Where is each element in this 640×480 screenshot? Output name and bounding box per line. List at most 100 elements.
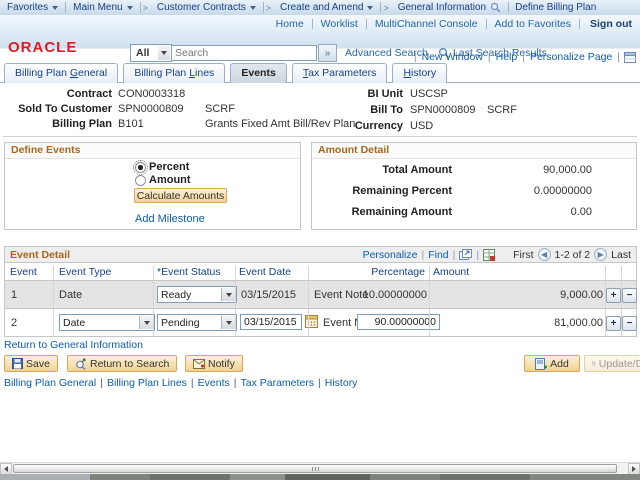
bottom-link-events[interactable]: Events bbox=[197, 377, 230, 389]
percentage-input[interactable] bbox=[357, 314, 440, 330]
percentage-value: 10.00000000 bbox=[362, 289, 427, 301]
last-search-results-label: Last Search Results bbox=[452, 47, 547, 59]
sign-out-link[interactable]: Sign out bbox=[590, 18, 632, 30]
advanced-search-link[interactable]: Advanced Search bbox=[345, 47, 428, 59]
col-event-type: Event Type bbox=[59, 266, 112, 278]
tab-billing-plan-general[interactable]: Billing Plan General bbox=[4, 63, 119, 83]
currency-label: Currency bbox=[354, 120, 403, 132]
last-search-results-link[interactable]: Last Search Results bbox=[438, 47, 547, 59]
breadcrumb-main-menu[interactable]: Main Menu bbox=[66, 0, 139, 15]
bill-to-label: Bill To bbox=[370, 104, 403, 116]
bottom-link-tax-parameters[interactable]: Tax Parameters bbox=[240, 377, 315, 389]
event-status-value: Ready bbox=[161, 289, 192, 301]
nav-multichannel-console-link[interactable]: MultiChannel Console bbox=[374, 18, 478, 30]
bottom-link-billing-plan-general[interactable]: Billing Plan General bbox=[4, 377, 97, 389]
notify-icon bbox=[193, 358, 205, 369]
save-icon bbox=[12, 358, 23, 369]
save-button[interactable]: Save bbox=[4, 355, 58, 372]
dropdown-button[interactable] bbox=[221, 288, 235, 301]
event-status-select[interactable]: Pending bbox=[157, 314, 237, 331]
help-link[interactable]: Help bbox=[495, 51, 518, 63]
currency-value: USD bbox=[410, 120, 434, 132]
amount-radio-label: Amount bbox=[149, 174, 191, 186]
breadcrumb-favorites-menu[interactable]: Favorites bbox=[0, 0, 65, 15]
view-all-icon[interactable] bbox=[459, 249, 473, 260]
arrow-left-icon bbox=[4, 466, 8, 472]
bottom-link-history[interactable]: History bbox=[324, 377, 358, 389]
add-button[interactable]: Add bbox=[524, 355, 580, 372]
cell-divider bbox=[153, 309, 154, 336]
cell-divider bbox=[53, 281, 54, 308]
nav-divider bbox=[311, 19, 313, 29]
return-to-general-information-link[interactable]: Return to General Information bbox=[4, 339, 143, 351]
table-row: 1 Date Ready 03/15/2015 Event Note 10.00… bbox=[4, 281, 637, 309]
copy-url-icon[interactable] bbox=[624, 51, 636, 63]
bottom-link-billing-plan-lines[interactable]: Billing Plan Lines bbox=[106, 377, 187, 389]
breadcrumb-favorites-label: Favorites bbox=[7, 2, 49, 13]
event-type-select[interactable]: Date bbox=[59, 314, 155, 331]
event-date-value: 03/15/2015 bbox=[241, 289, 297, 301]
scrollbar-thumb[interactable] bbox=[13, 464, 617, 473]
calculate-amounts-button[interactable]: Calculate Amounts bbox=[134, 188, 227, 203]
notify-button[interactable]: Notify bbox=[185, 355, 243, 372]
first-link[interactable]: First bbox=[513, 248, 534, 261]
amount-radio[interactable] bbox=[135, 175, 146, 186]
search-icon[interactable] bbox=[490, 2, 501, 13]
cell-divider bbox=[429, 281, 430, 308]
breadcrumb-item-label: Create and Amend bbox=[280, 2, 364, 13]
nav-worklist-link[interactable]: Worklist bbox=[320, 18, 358, 30]
search-input[interactable] bbox=[172, 45, 317, 61]
sold-to-customer-name: SCRF bbox=[205, 103, 235, 115]
search-icon bbox=[438, 47, 450, 59]
next-page-icon[interactable]: ▶ bbox=[594, 248, 608, 261]
tab-events[interactable]: Events bbox=[230, 63, 287, 83]
amount-detail-title: Amount Detail bbox=[312, 143, 636, 159]
bill-to-name: SCRF bbox=[487, 104, 517, 116]
add-row-button[interactable]: + bbox=[606, 288, 621, 303]
add-row-button[interactable]: + bbox=[606, 316, 621, 331]
link-divider: | bbox=[617, 51, 620, 63]
last-link[interactable]: Last bbox=[611, 248, 631, 261]
event-status-select[interactable]: Ready bbox=[157, 286, 237, 303]
personalize-page-link[interactable]: Personalize Page bbox=[529, 51, 613, 63]
event-detail-title: Event Detail bbox=[10, 248, 71, 261]
breadcrumb-item-label: Customer Contracts bbox=[156, 2, 246, 13]
event-date-input[interactable] bbox=[240, 314, 302, 330]
tab-access-key: L bbox=[189, 67, 196, 79]
return-to-search-icon bbox=[76, 357, 86, 370]
delete-row-button[interactable]: − bbox=[622, 316, 637, 331]
dropdown-button[interactable] bbox=[221, 316, 235, 329]
breadcrumb-general-information[interactable]: General Information bbox=[391, 0, 508, 15]
billing-plan-value: B101 bbox=[118, 118, 144, 130]
tab-billing-plan-lines[interactable]: Billing Plan Lines bbox=[123, 63, 226, 83]
cell-divider bbox=[308, 309, 309, 336]
contract-value: CON0003318 bbox=[118, 88, 186, 100]
add-milestone-link[interactable]: Add Milestone bbox=[135, 213, 205, 225]
delete-row-button[interactable]: − bbox=[622, 288, 637, 303]
dropdown-button[interactable] bbox=[139, 316, 153, 329]
tab-history[interactable]: History bbox=[392, 63, 448, 83]
billing-plan-label: Billing Plan bbox=[52, 118, 112, 130]
return-to-search-button[interactable]: Return to Search bbox=[67, 355, 178, 372]
tab-tax-parameters[interactable]: Tax Parameters bbox=[291, 63, 388, 83]
breadcrumb-create-and-amend[interactable]: Create and Amend bbox=[273, 0, 380, 15]
nav-add-to-favorites-link[interactable]: Add to Favorites bbox=[494, 18, 571, 30]
remaining-amount-label: Remaining Amount bbox=[351, 206, 452, 218]
search-go-button[interactable]: » bbox=[318, 44, 337, 62]
arrow-right-icon bbox=[632, 466, 636, 472]
table-row: 2 Date Pending Event Note 81,000.00 + − bbox=[4, 309, 637, 337]
cell-divider bbox=[621, 281, 622, 308]
nav-home-link[interactable]: Home bbox=[275, 18, 304, 30]
search-scope-select[interactable]: All bbox=[130, 44, 172, 62]
download-spreadsheet-icon[interactable] bbox=[483, 248, 496, 261]
scope-dropdown-button[interactable] bbox=[158, 46, 170, 60]
personalize-link[interactable]: Personalize bbox=[362, 248, 418, 261]
link-divider: | bbox=[413, 51, 417, 63]
find-link[interactable]: Find bbox=[428, 248, 449, 261]
breadcrumb-customer-contracts[interactable]: Customer Contracts bbox=[150, 0, 263, 15]
event-note-link[interactable]: Event Note bbox=[314, 289, 369, 301]
previous-page-icon[interactable]: ◀ bbox=[537, 248, 551, 261]
percent-radio[interactable] bbox=[133, 160, 148, 175]
new-window-link[interactable]: New Window bbox=[421, 51, 483, 63]
calendar-icon[interactable] bbox=[305, 315, 318, 328]
